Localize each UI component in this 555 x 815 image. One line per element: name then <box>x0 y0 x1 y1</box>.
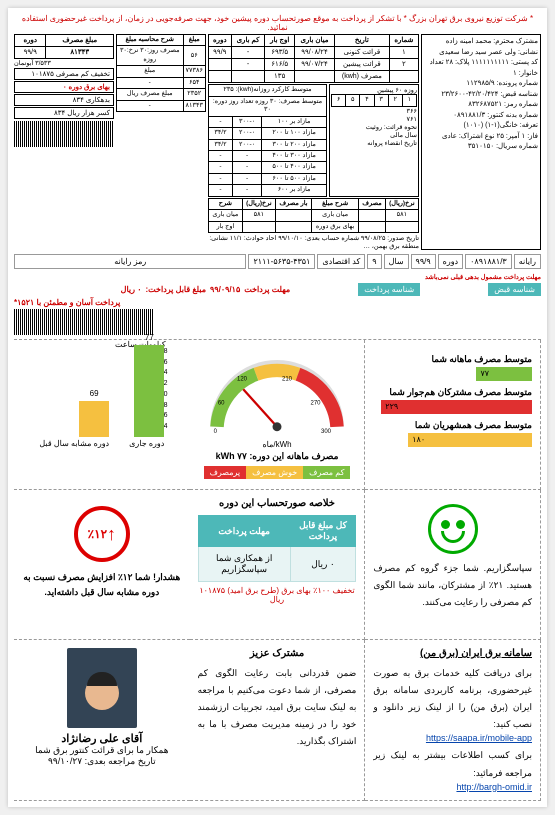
svg-text:0: 0 <box>214 429 218 435</box>
pay-row: شناسه قبض شناسه پرداخت مهلت پرداخت ۹۹/۰۹… <box>14 283 541 296</box>
svg-text:270: 270 <box>310 400 321 406</box>
th: کم باری <box>231 35 265 47</box>
summary-panel: خلاصه صورتحساب این دوره کل مبلغ قابل پرد… <box>190 490 366 640</box>
cust-l: فاز: ۱ آمپر: ۲۵ نوع اشتراک: عادی <box>424 132 538 143</box>
barcode-icon <box>14 309 154 335</box>
cust-l: شماره پرونده: ۱۱۲۹۸۵/۹ <box>424 79 538 90</box>
svg-text:60: 60 <box>218 400 225 406</box>
reader-panel: آقای علی رضانژاد همکار ما برای قرائت کنت… <box>14 640 190 801</box>
info-link[interactable]: http://bargh-omid.ir <box>456 782 532 792</box>
bars-panel: کیلووات ساعت 78 76 74 72 70 68 66 64 77 … <box>14 340 190 490</box>
bar-prev: 69 <box>79 401 109 437</box>
cust-l: شماره رمز: ۸۳۲۶۸۷۵۲۱ <box>424 100 538 111</box>
svg-text:300: 300 <box>321 429 332 435</box>
dashboard-grid: متوسط مصرف ماهانه شما ۷۷ متوسط مصرف مشتر… <box>14 339 541 801</box>
cust-l: شناسه قبض: ۴۲/۲۰/۴۲۴-۲۳/۲۶۰۰ <box>424 90 538 101</box>
cust-l: شماره بدنه کنتور: ۰۸۹۱۸۸۱/۳ <box>424 111 538 122</box>
amount-box: مبلغ مصرفدوره ۸۱۳۴۳۹۹/۹ ۳/۵۳۳ آبونمان تخ… <box>14 34 114 250</box>
svg-text:210: 210 <box>282 376 293 382</box>
thanks-panel: سپاسگزاریم. شما جزء گروه کم مصرف هستید. … <box>365 490 541 640</box>
calc-box: مبلغشرح محاسبه مبلغ ۵۶مصرف روز:۳۰ نرخ:۳۰… <box>116 34 206 250</box>
th: دوره <box>209 35 232 47</box>
gauge-icon: 0 60 120 210 270 300 <box>202 348 352 438</box>
readings-box: شماره تاریخ میان باری اوج بار کم باری دو… <box>208 34 419 250</box>
warn-panel: ↑ ٪۱۲ هشدار! شما ۱۲٪ افزایش مصرف نسبت به… <box>14 490 190 640</box>
th: میان باری <box>294 35 334 47</box>
gauge-tags: کم مصرف خوش مصرف پرمصرف <box>198 466 357 479</box>
addr-line: تاریخ صدور: ۹۹/۰۸/۲۵ شماره حساب بعدی: ۹۹… <box>208 234 419 250</box>
customer-box: مشترک محترم: محمد امینه زاده نشانی: ولی … <box>421 34 541 250</box>
arrow-up-icon: ↑ <box>107 524 116 545</box>
app-link[interactable]: https://saapa.ir/mobile-app <box>426 733 532 743</box>
reader-photo-icon <box>67 648 137 728</box>
avg-bar-city: ۱۸۰ <box>408 433 532 447</box>
bar-current: 77 <box>134 345 164 437</box>
th: اوج بار <box>265 35 294 47</box>
avg-bar-neighbors: ۲۲۹ <box>381 400 532 414</box>
portal-panel: سامانه برق ایران (برق من) برای دریافت کل… <box>365 640 541 801</box>
debt-note: مهلت پرداخت مشمول بدهی قبلی نمی‌باشد <box>14 273 541 281</box>
svg-text:120: 120 <box>237 376 248 382</box>
th: تاریخ <box>335 35 390 47</box>
smiley-icon <box>428 504 478 554</box>
th: شماره <box>389 35 418 47</box>
dear-panel: مشترک عزیز ضمن قدردانی بابت رعایت الگوی … <box>190 640 366 801</box>
cust-l: تعرفه: خانگی(۱-۱) (۱۰۱۰) <box>424 121 538 132</box>
bill-page: * شرکت توزیع نیروی برق تهران بزرگ * با ت… <box>8 8 547 807</box>
months-box: روزه ۶۰ پیشین ۱۲۳۴۵۶ ۳۶۶ ۷۶۱ نحوه قرائت:… <box>329 84 419 196</box>
barcode-icon <box>14 121 114 147</box>
cust-l: کد پستی: ۱۱۱۱۱۱۱۱۱۱ پلاک: ۲۸ تعداد خانوا… <box>424 58 538 79</box>
cust-l: نشانی: ولی عصر سید رضا سعیدی <box>424 48 538 59</box>
id-strip: رایانه ۰۸۹۱۸۸۱/۳ دوره ۹۹/۹ سال ۹ کد اقتص… <box>14 254 541 269</box>
warn-circle-icon: ↑ ٪۱۲ <box>74 506 130 562</box>
top-banner: * شرکت توزیع نیروی برق تهران بزرگ * با ت… <box>14 14 541 32</box>
invoice-top: مشترک محترم: محمد امینه زاده نشانی: ولی … <box>14 34 541 250</box>
avg-bar-you: ۷۷ <box>476 367 532 381</box>
cust-l: مشترک محترم: محمد امینه زاده <box>424 37 538 48</box>
avg-panel: متوسط مصرف ماهانه شما ۷۷ متوسط مصرف مشتر… <box>365 340 541 490</box>
gauge-panel: 0 60 120 210 270 300 kWh/ماه مصرف ماهانه… <box>190 340 366 490</box>
cust-l: شماره سریال: ۳۵۱۰۱۵۰ <box>424 142 538 153</box>
